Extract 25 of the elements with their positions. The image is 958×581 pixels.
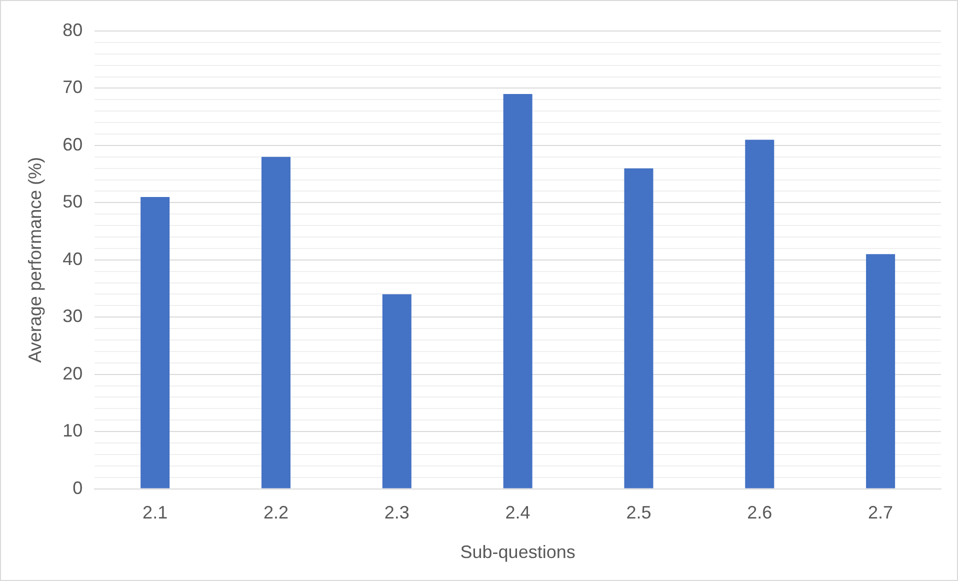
y-tick-label: 50	[62, 192, 83, 212]
y-axis-title: Average performance (%)	[24, 157, 45, 363]
x-tick-label: 2.1	[142, 502, 168, 523]
bar	[866, 254, 896, 488]
x-tick-label: 2.5	[626, 502, 652, 523]
y-tick-label: 80	[62, 20, 83, 40]
bar	[382, 294, 412, 488]
bar	[261, 156, 290, 488]
y-tick-label: 60	[62, 134, 83, 154]
y-tick-label: 0	[72, 478, 83, 498]
y-tick-label: 30	[62, 306, 83, 326]
y-tick-label: 70	[62, 77, 83, 98]
bar	[745, 140, 774, 488]
x-axis-title: Sub-questions	[460, 542, 576, 562]
y-tick-label: 40	[62, 248, 83, 269]
x-tick-label: 2.4	[505, 502, 530, 523]
y-tick-label: 20	[62, 363, 83, 384]
x-tick-label: 2.3	[384, 502, 410, 523]
y-tick-label: 10	[62, 420, 83, 441]
x-tick-label: 2.7	[868, 502, 894, 523]
bar	[140, 196, 170, 488]
x-tick-label: 2.2	[263, 502, 289, 523]
x-tick-label: 2.6	[747, 502, 772, 523]
bar	[624, 168, 654, 488]
bar	[503, 94, 532, 488]
